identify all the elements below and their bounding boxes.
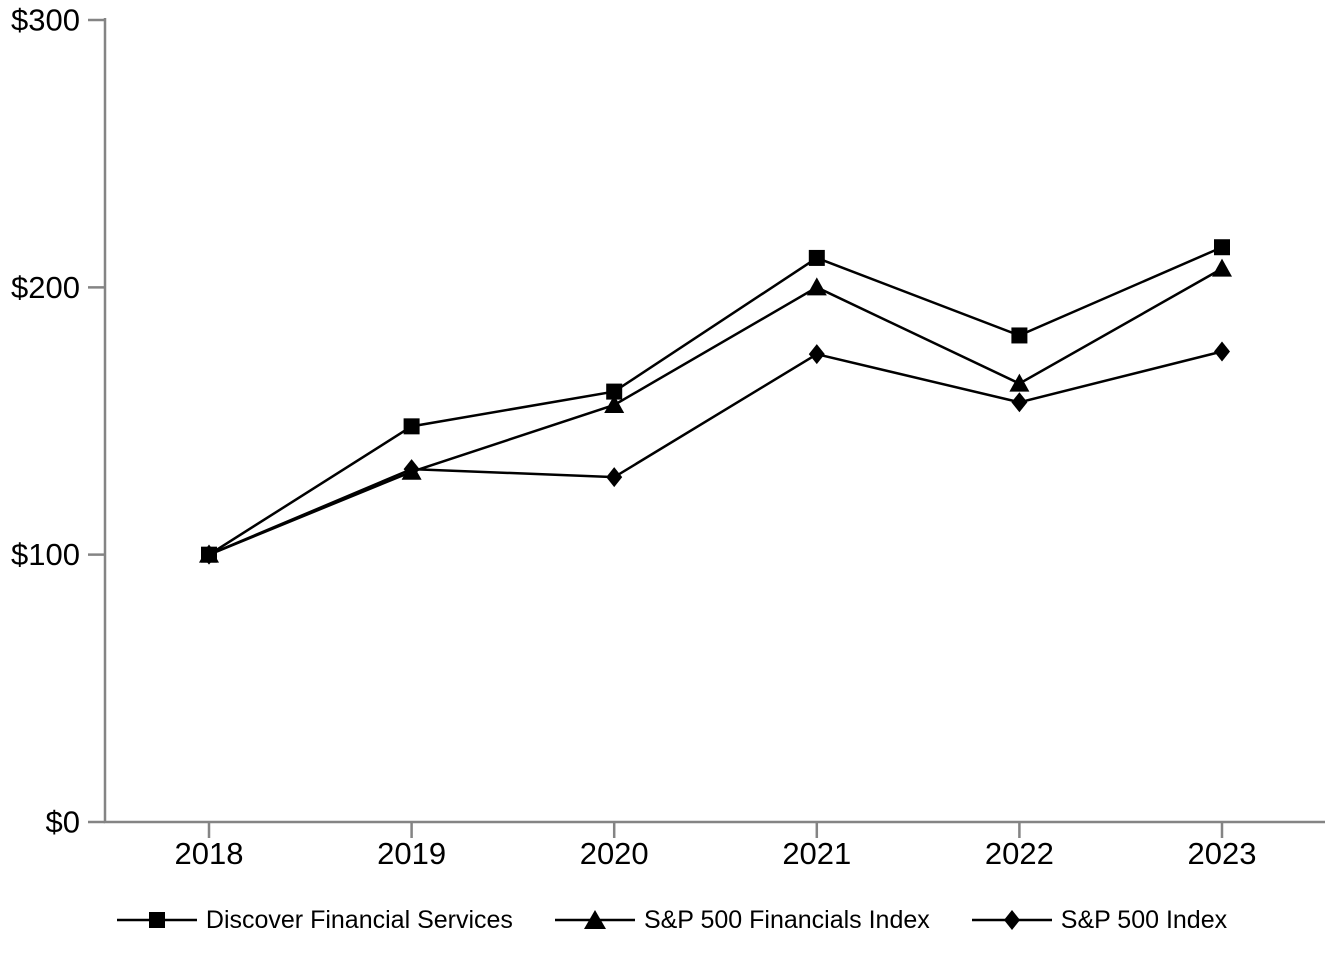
- diamond-series-marker-icon: [971, 910, 1052, 930]
- legend-item-sp500-financials-index: S&P 500 Financials Index: [554, 905, 930, 935]
- data-point-marker-square: [403, 418, 420, 435]
- series-line: [208, 350, 1223, 556]
- data-point-marker-square: [201, 546, 217, 563]
- y-axis-tick-label: $200: [11, 270, 80, 305]
- axis-lines: [103, 18, 1325, 824]
- legend-label-discover-financial-services: Discover Financial Services: [205, 905, 513, 934]
- data-point-marker-triangle: [401, 461, 422, 480]
- y-axis-tick-label: $100: [11, 537, 80, 572]
- legend-item-sp500-index: S&P 500 Index: [971, 905, 1228, 935]
- y-axis-tick-label: $0: [46, 805, 80, 840]
- data-point-marker-triangle: [806, 277, 827, 296]
- data-point-marker-triangle: [604, 394, 625, 413]
- data-point-marker-diamond: [1214, 341, 1230, 362]
- data-point-marker-triangle: [1009, 373, 1030, 392]
- x-axis-tick-label: 2020: [580, 836, 649, 871]
- legend-label-sp500-index: S&P 500 Index: [1060, 905, 1228, 934]
- x-axis-tick-label: 2022: [985, 836, 1054, 871]
- data-point-marker-diamond: [606, 467, 623, 488]
- data-point-marker-square: [1214, 239, 1230, 256]
- y-axis-tick-label: $300: [11, 3, 80, 38]
- x-axis-tick-label: 2021: [782, 836, 851, 871]
- data-point-marker-square: [1011, 327, 1028, 344]
- x-axis-tick-label: 2018: [175, 836, 244, 871]
- triangle-series-marker-icon: [554, 910, 635, 929]
- data-point-marker-diamond: [1011, 392, 1028, 413]
- data-point-marker-triangle: [1212, 258, 1232, 277]
- data-point-marker-square: [808, 249, 825, 266]
- series-line: [208, 246, 1223, 556]
- x-axis-tick-label: 2019: [377, 836, 446, 871]
- legend-item-discover-financial-services: Discover Financial Services: [116, 905, 513, 935]
- legend-label-sp500-financials-index: S&P 500 Financials Index: [643, 905, 930, 934]
- data-point-marker-square: [606, 383, 623, 400]
- x-axis-tick-label: 2023: [1188, 836, 1257, 871]
- data-point-marker-diamond: [808, 344, 825, 365]
- square-series-marker-icon: [116, 912, 197, 928]
- series-line: [208, 267, 1223, 556]
- chart-legend: Discover Financial Services S&P 500 Fina…: [0, 896, 1344, 944]
